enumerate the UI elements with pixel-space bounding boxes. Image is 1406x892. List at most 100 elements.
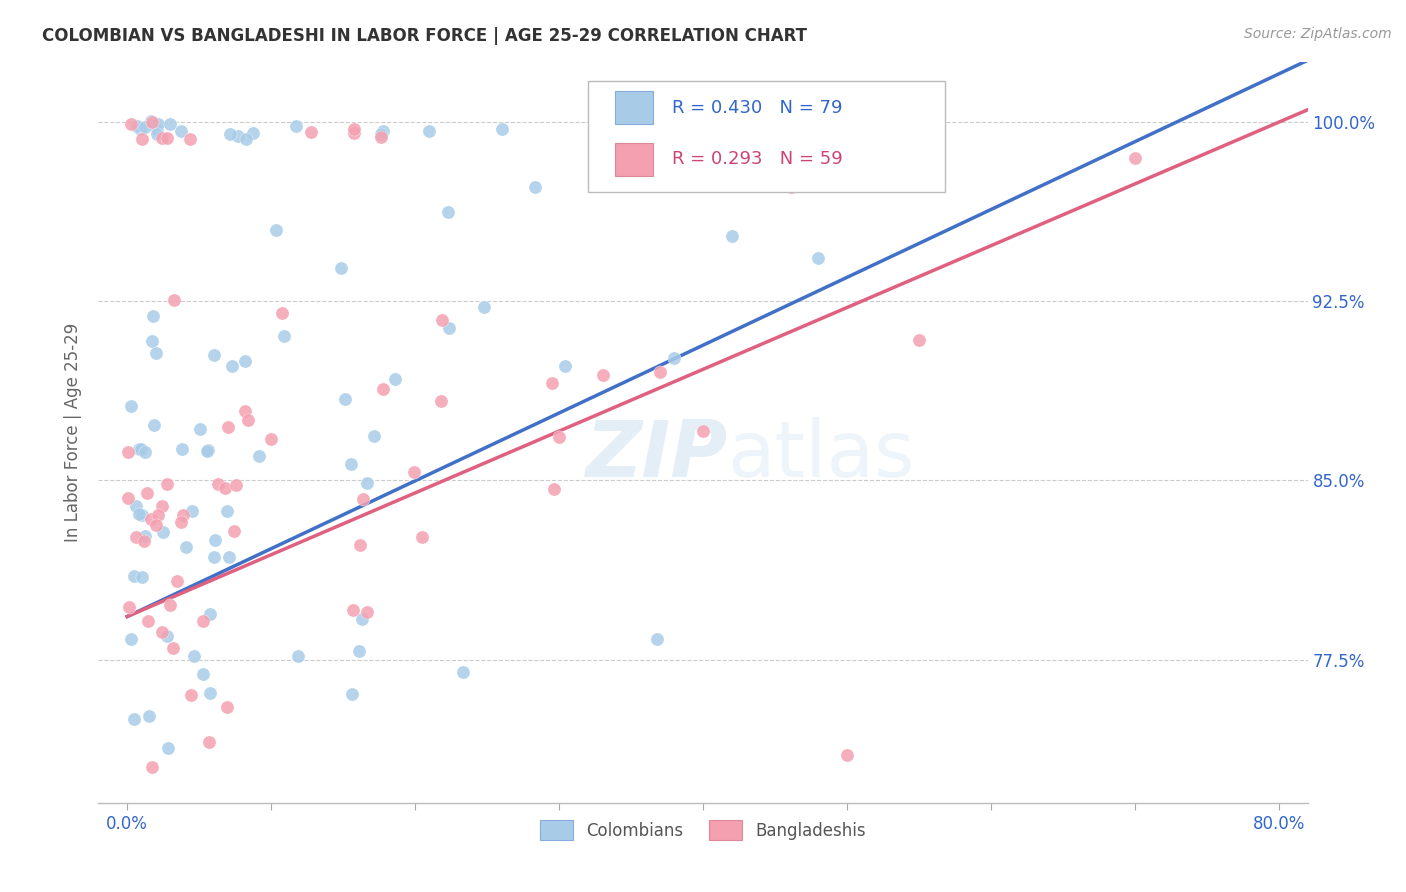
Text: R = 0.293   N = 59: R = 0.293 N = 59 bbox=[672, 151, 842, 169]
Point bbox=[159, 117, 181, 131]
Point bbox=[198, 686, 221, 700]
Point bbox=[198, 735, 221, 749]
Point bbox=[174, 540, 197, 554]
Point bbox=[221, 359, 243, 373]
Point bbox=[131, 508, 153, 522]
Point bbox=[342, 687, 364, 701]
Point bbox=[835, 747, 858, 762]
Point bbox=[181, 504, 204, 518]
Point bbox=[141, 114, 163, 128]
Point bbox=[218, 127, 240, 141]
Point bbox=[128, 442, 150, 456]
Point bbox=[299, 125, 322, 139]
Point bbox=[134, 445, 156, 459]
Point bbox=[343, 126, 366, 140]
Point bbox=[198, 607, 221, 621]
Point bbox=[129, 442, 152, 456]
Text: R = 0.430   N = 79: R = 0.430 N = 79 bbox=[672, 99, 842, 117]
Point bbox=[218, 550, 240, 565]
Point bbox=[134, 120, 156, 134]
Point bbox=[172, 508, 194, 522]
Point bbox=[204, 533, 226, 548]
Point bbox=[148, 508, 170, 522]
Point bbox=[136, 614, 159, 628]
Point bbox=[273, 328, 295, 343]
Bar bbox=[614, 91, 654, 124]
Point bbox=[136, 485, 159, 500]
Point bbox=[402, 465, 425, 479]
Text: atlas: atlas bbox=[727, 417, 915, 493]
Point bbox=[235, 132, 257, 146]
Point bbox=[148, 117, 170, 131]
Point bbox=[141, 334, 163, 349]
Text: COLOMBIAN VS BANGLADESHI IN LABOR FORCE | AGE 25-29 CORRELATION CHART: COLOMBIAN VS BANGLADESHI IN LABOR FORCE … bbox=[42, 27, 807, 45]
Point bbox=[131, 132, 153, 146]
Point bbox=[172, 442, 194, 457]
Point bbox=[543, 482, 565, 496]
Point bbox=[264, 223, 287, 237]
Legend: Colombians, Bangladeshis: Colombians, Bangladeshis bbox=[533, 814, 873, 847]
Point bbox=[120, 632, 142, 646]
Point bbox=[166, 574, 188, 588]
Point bbox=[191, 666, 214, 681]
Point bbox=[202, 348, 225, 362]
Point bbox=[370, 127, 392, 141]
Point bbox=[183, 648, 205, 663]
Point bbox=[224, 524, 246, 539]
Point bbox=[217, 419, 239, 434]
Point bbox=[664, 351, 686, 365]
Point bbox=[195, 444, 218, 458]
Point bbox=[150, 499, 173, 513]
Point bbox=[260, 432, 283, 446]
Point bbox=[162, 293, 184, 307]
Bar bbox=[614, 143, 654, 176]
Point bbox=[807, 252, 830, 266]
Point bbox=[217, 504, 239, 518]
Point bbox=[146, 127, 169, 141]
Point bbox=[356, 605, 378, 619]
Point bbox=[411, 530, 433, 544]
Point bbox=[524, 180, 547, 194]
Point bbox=[170, 124, 193, 138]
Point bbox=[270, 306, 292, 320]
Point bbox=[339, 457, 361, 471]
Point bbox=[437, 205, 460, 219]
Point bbox=[370, 130, 392, 145]
Point bbox=[472, 300, 495, 314]
Point bbox=[333, 392, 356, 406]
Point bbox=[373, 382, 395, 396]
Point bbox=[134, 529, 156, 543]
Point bbox=[342, 603, 364, 617]
Point bbox=[349, 538, 371, 552]
Point bbox=[548, 430, 571, 444]
Point bbox=[156, 476, 179, 491]
Point bbox=[330, 260, 353, 275]
Point bbox=[554, 359, 576, 373]
Point bbox=[343, 122, 366, 136]
Point bbox=[363, 429, 385, 443]
Point bbox=[143, 418, 166, 433]
Point bbox=[156, 131, 179, 145]
Text: ZIP: ZIP bbox=[585, 417, 727, 493]
Point bbox=[432, 313, 454, 327]
Point bbox=[179, 131, 201, 145]
Point bbox=[371, 124, 394, 138]
Point bbox=[117, 445, 139, 459]
Point bbox=[188, 421, 211, 435]
Point bbox=[225, 478, 247, 492]
Point bbox=[156, 629, 179, 643]
Point bbox=[780, 180, 803, 194]
Point bbox=[233, 353, 256, 368]
Point bbox=[430, 394, 453, 409]
Point bbox=[236, 412, 259, 426]
Point bbox=[146, 121, 169, 136]
Point bbox=[247, 449, 270, 463]
Point bbox=[159, 598, 181, 612]
Text: Source: ZipAtlas.com: Source: ZipAtlas.com bbox=[1244, 27, 1392, 41]
Point bbox=[145, 346, 167, 360]
Point bbox=[350, 611, 373, 625]
Point bbox=[125, 500, 148, 514]
Point bbox=[226, 128, 249, 143]
Point bbox=[439, 320, 461, 334]
Point bbox=[235, 403, 257, 417]
